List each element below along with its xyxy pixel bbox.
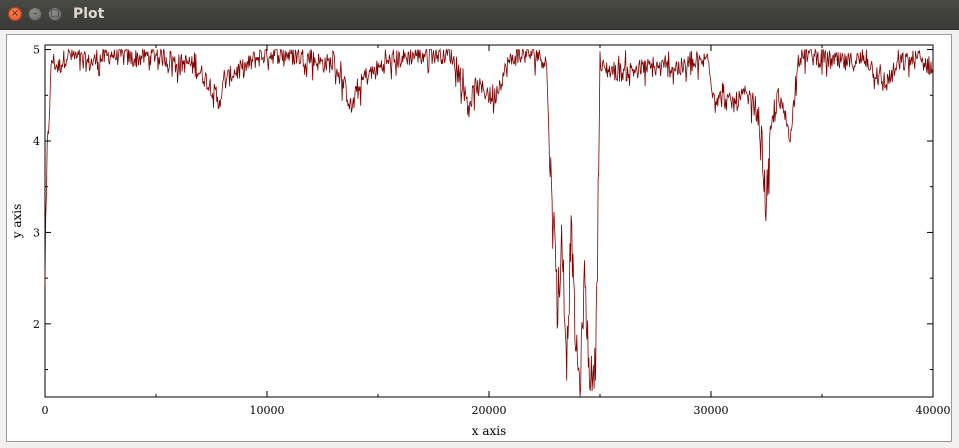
series-line: [44, 48, 934, 398]
y-axis-title: y axis: [10, 204, 24, 240]
plot-box: [44, 44, 934, 398]
x-axis-title: x axis: [472, 424, 507, 438]
plot-border: [44, 44, 934, 398]
title-bar[interactable]: × – □ Plot: [0, 0, 959, 30]
series-layer: [44, 48, 934, 398]
x-tick-label: 30000: [694, 404, 729, 417]
y-tick-label: 4: [33, 135, 40, 148]
y-tick-label: 5: [33, 44, 40, 57]
close-window-button[interactable]: ×: [8, 7, 22, 21]
maximize-window-button[interactable]: □: [48, 7, 62, 21]
y-tick-label: 3: [33, 226, 40, 239]
x-tick-label: 40000: [916, 404, 951, 417]
ticks-layer: [44, 45, 934, 397]
y-tick-label: 2: [33, 318, 40, 331]
x-tick-label: 0: [42, 404, 49, 417]
window-title: Plot: [73, 6, 105, 22]
minimize-window-button[interactable]: –: [28, 7, 42, 21]
x-tick-label: 10000: [250, 404, 285, 417]
labels-layer: 0 10000 20000 30000 40000 2 3 4 5: [33, 44, 951, 417]
x-tick-label: 20000: [472, 404, 507, 417]
